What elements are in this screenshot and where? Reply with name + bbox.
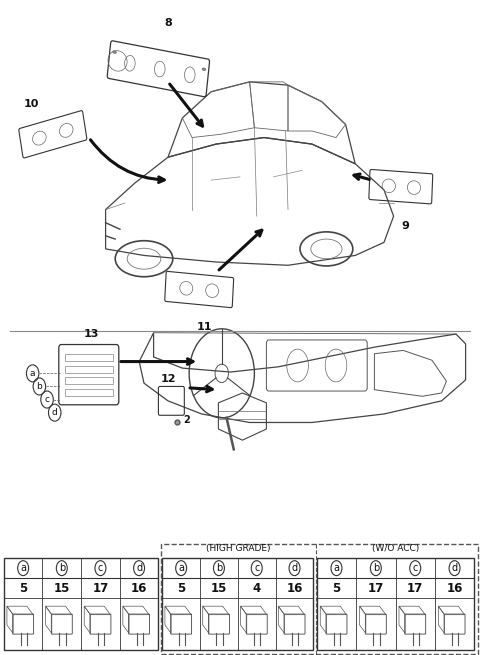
Text: 17: 17: [92, 582, 108, 595]
Text: d: d: [52, 408, 58, 417]
Bar: [161, 544, 478, 654]
Text: a: a: [20, 563, 26, 573]
Text: (W/O ACC): (W/O ACC): [372, 544, 419, 553]
Text: 12: 12: [161, 374, 176, 384]
Text: 16: 16: [446, 582, 463, 595]
Text: 5: 5: [332, 582, 341, 595]
Bar: [64, 365, 113, 373]
Text: b: b: [36, 382, 42, 391]
Text: 2: 2: [183, 415, 190, 425]
Text: 8: 8: [164, 18, 172, 28]
Text: a: a: [178, 563, 184, 573]
Text: 5: 5: [177, 582, 185, 595]
Text: c: c: [412, 563, 418, 573]
Text: b: b: [216, 563, 222, 573]
Text: 9: 9: [402, 221, 409, 231]
Bar: [162, 558, 313, 650]
Bar: [4, 558, 158, 650]
Text: 13: 13: [84, 329, 99, 339]
Bar: [64, 354, 113, 362]
Text: 17: 17: [407, 582, 423, 595]
Ellipse shape: [113, 50, 117, 54]
Text: d: d: [291, 563, 298, 573]
Text: c: c: [254, 563, 259, 573]
Bar: [64, 388, 113, 396]
Text: c: c: [98, 563, 103, 573]
Text: 11: 11: [196, 322, 212, 332]
Bar: [317, 558, 474, 650]
Text: 16: 16: [131, 582, 147, 595]
Text: d: d: [136, 563, 142, 573]
Ellipse shape: [202, 68, 206, 71]
Text: 10: 10: [24, 100, 39, 109]
Text: d: d: [452, 563, 457, 573]
Text: 15: 15: [211, 582, 227, 595]
Text: 16: 16: [287, 582, 303, 595]
Text: 4: 4: [252, 582, 261, 595]
Text: 15: 15: [54, 582, 70, 595]
Text: b: b: [372, 563, 379, 573]
Text: (HIGH GRADE): (HIGH GRADE): [205, 544, 270, 553]
Text: b: b: [59, 563, 65, 573]
Text: a: a: [334, 563, 339, 573]
Text: a: a: [30, 369, 36, 378]
Text: 17: 17: [368, 582, 384, 595]
Text: 5: 5: [19, 582, 27, 595]
Bar: [64, 377, 113, 384]
Text: c: c: [45, 395, 49, 404]
